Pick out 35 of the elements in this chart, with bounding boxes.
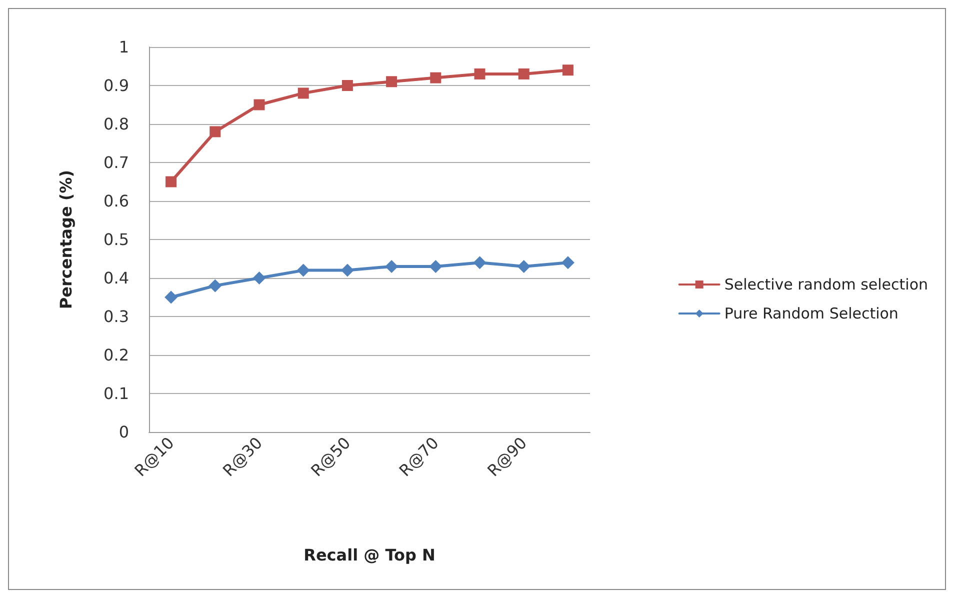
point (474, 68, 486, 80)
point (296, 264, 310, 277)
y-tick-label: 0.9 (104, 76, 129, 95)
legend-label: Pure Random Selection (724, 304, 898, 322)
y-tick-label: 0.1 (104, 384, 129, 403)
point (254, 99, 265, 110)
point (473, 256, 486, 270)
y-tick-label: 0.4 (104, 268, 129, 288)
y-tick-label: 0 (118, 422, 129, 442)
y-axis-title: Percentage (%) (56, 170, 76, 310)
y-tick-label: 0.3 (104, 307, 129, 326)
point (208, 279, 222, 292)
point (164, 290, 178, 304)
y-tick-label: 0.5 (104, 230, 129, 249)
point (210, 126, 221, 138)
point (386, 76, 398, 88)
point (561, 256, 574, 270)
point (252, 272, 266, 284)
y-tick-label: 0.6 (104, 192, 129, 210)
point (340, 264, 354, 277)
legend-label: Selective random selection (724, 276, 928, 294)
point (518, 68, 530, 80)
point (385, 260, 398, 273)
x-axis-title: Recall @ Top N (304, 546, 436, 564)
y-tick-label: 0.7 (104, 153, 129, 172)
y-tick-label: 0.2 (104, 346, 129, 364)
y-tick-label: 1 (118, 38, 129, 56)
point (298, 88, 309, 99)
point (562, 64, 574, 76)
point (429, 260, 442, 273)
y-tick-label: 0.8 (104, 114, 129, 134)
point (430, 72, 442, 84)
point (166, 176, 177, 188)
point (342, 80, 353, 91)
point (517, 260, 530, 273)
